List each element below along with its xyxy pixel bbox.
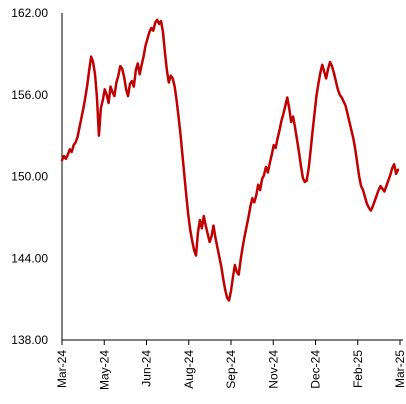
x-tick-label: Feb-25 [351,350,365,388]
x-tick-label: Nov-24 [266,350,280,389]
x-tick-label: Dec-24 [309,350,323,389]
x-axis-ticks: Mar-24 May-24 Jun-24 Aug-24 Sep-24 Nov-24 Dec-… [55,340,406,390]
x-tick-label: Mar-25 [393,350,406,388]
x-tick-label: Sep-24 [224,350,238,389]
series-line [60,18,400,302]
x-tick-label: Aug-24 [182,350,196,389]
y-axis-ticks: 162.00 156.00 150.00 144.00 138.00 [11,6,48,347]
y-tick-label: 144.00 [11,251,48,265]
y-tick-label: 150.00 [11,170,48,184]
x-tick-label: Mar-24 [55,350,69,388]
x-tick-label: May-24 [97,350,111,390]
y-tick-label: 138.00 [11,333,48,347]
x-tick-label: Jun-24 [140,350,154,387]
y-tick-label: 162.00 [11,6,48,20]
y-tick-label: 156.00 [11,88,48,102]
